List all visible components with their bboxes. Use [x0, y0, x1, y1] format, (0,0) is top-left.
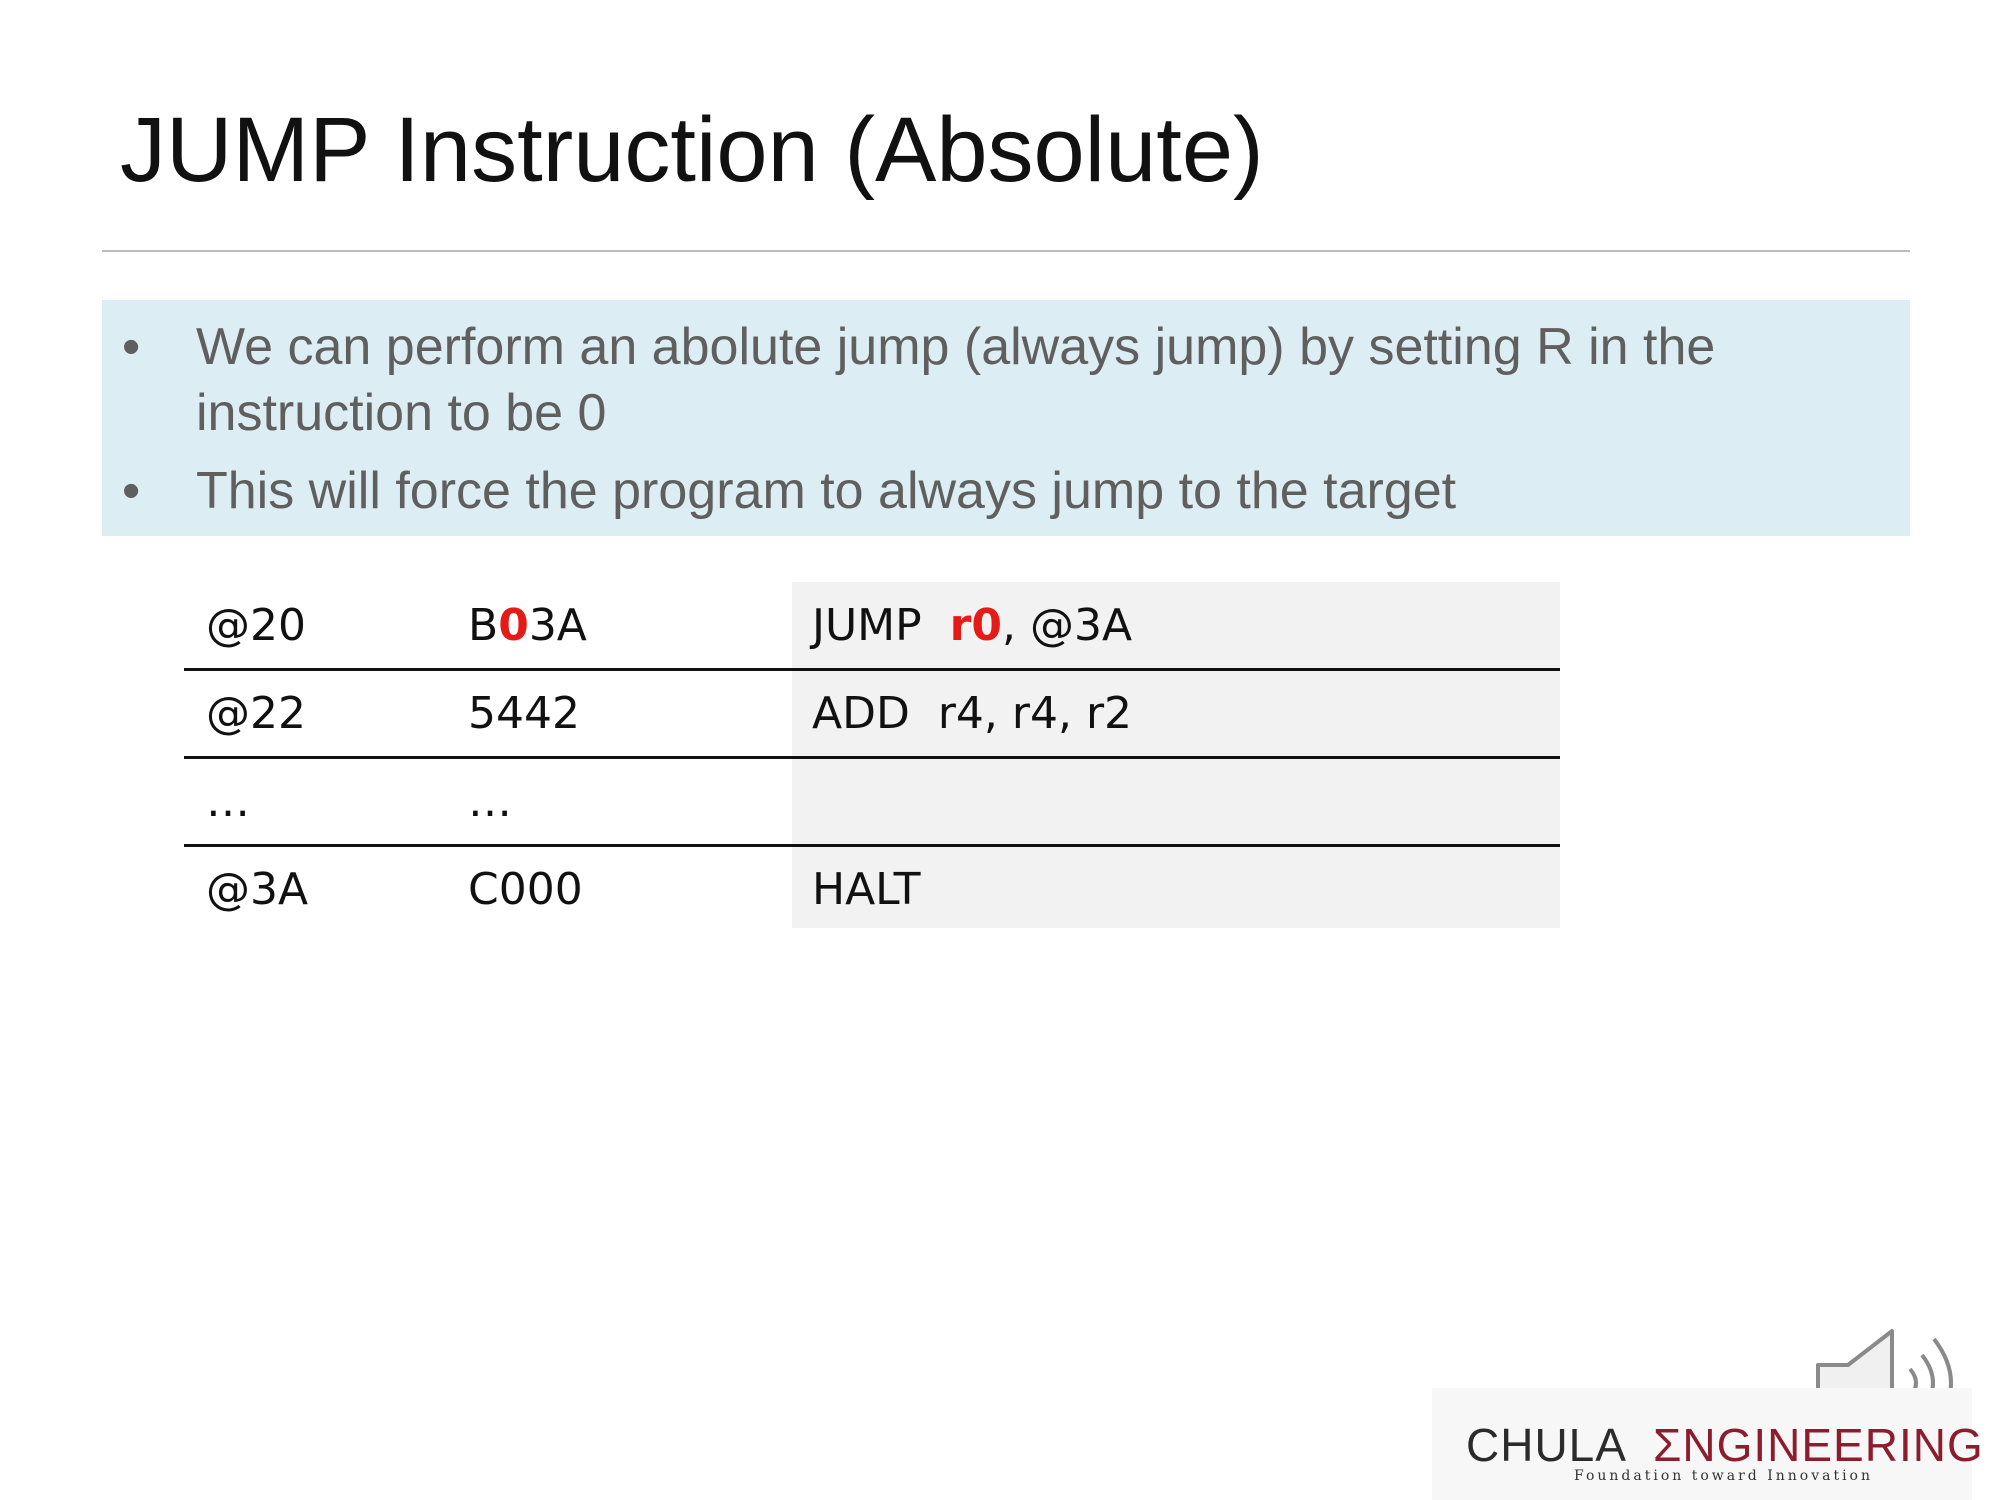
logo-engineering-text: ΣNGINEERING	[1652, 1419, 1984, 1471]
bullet-dot: •	[122, 318, 141, 376]
assembly-column-background	[792, 582, 1560, 928]
address-cell: @22	[206, 688, 306, 739]
chula-engineering-logo: CHULA ΣNGINEERING Foundation toward Innov…	[1432, 1388, 1983, 1500]
program-row: @3A C000 HALT	[184, 846, 1560, 933]
assembly-cell: JUMP r0, @3A	[812, 600, 1133, 651]
machine-code-cell: B03A	[468, 600, 587, 651]
address-cell: …	[206, 776, 250, 827]
machine-code-cell: …	[468, 776, 512, 827]
row-separator	[184, 844, 1560, 847]
row-separator	[184, 668, 1560, 671]
bullet-text: This will force the program to always ju…	[196, 462, 1457, 520]
program-row: … …	[184, 758, 1560, 845]
highlight-register: r0	[949, 600, 1002, 651]
logo-tagline: Foundation toward Innovation	[1574, 1468, 1874, 1484]
highlight-register-digit: 0	[498, 600, 529, 651]
row-separator	[184, 756, 1560, 759]
machine-code-cell: 5442	[468, 688, 580, 739]
machine-code-cell: C000	[468, 864, 583, 915]
bullet-box: • We can perform an abolute jump (always…	[102, 300, 1910, 536]
title-divider	[102, 250, 1910, 252]
program-row: @20 B03A JUMP r0, @3A	[184, 582, 1560, 669]
bullet-dot: •	[122, 462, 141, 520]
address-cell: @20	[206, 600, 306, 651]
logo-chula-text: CHULA	[1466, 1419, 1627, 1471]
address-cell: @3A	[206, 864, 309, 915]
slide-title: JUMP Instruction (Absolute)	[120, 99, 1264, 201]
program-row: @22 5442 ADD r4, r4, r2	[184, 670, 1560, 757]
bullet-text: We can perform an abolute jump (always j…	[196, 318, 1716, 442]
assembly-cell: ADD r4, r4, r2	[812, 688, 1133, 739]
assembly-cell: HALT	[812, 864, 921, 915]
